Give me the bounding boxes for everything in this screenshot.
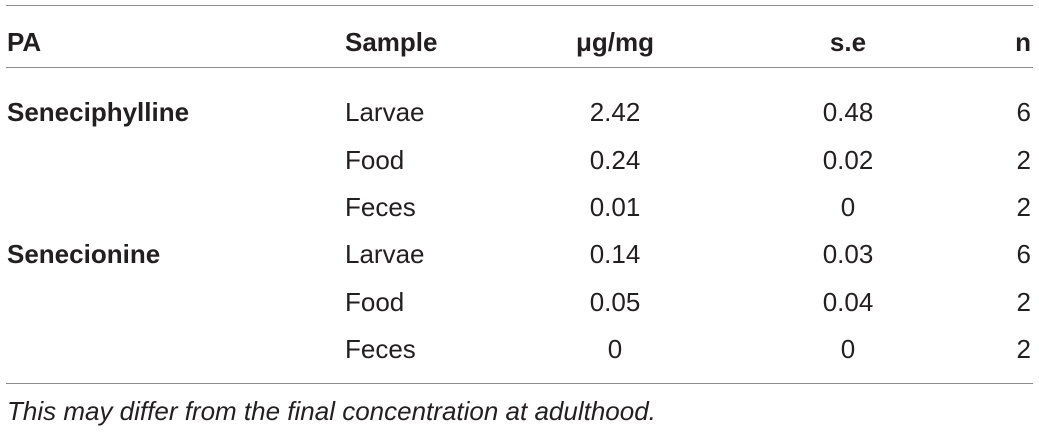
table-cell-n: 6 — [1016, 97, 1031, 127]
table-cell-sample: Feces — [345, 192, 416, 222]
table-cell-n: 2 — [1016, 334, 1031, 364]
table-cell-n: 2 — [1016, 287, 1031, 317]
table-cell-sample: Feces — [345, 334, 416, 364]
header-n: n — [1015, 27, 1031, 57]
table-top-rule — [6, 5, 1033, 6]
table-cell-n: 2 — [1016, 145, 1031, 175]
table-cell-sample: Larvae — [345, 239, 425, 269]
table-cell-sample: Food — [345, 287, 405, 317]
pa-name: Seneciphylline — [7, 97, 190, 127]
table-cell-n: 6 — [1016, 239, 1031, 269]
header-rule — [6, 67, 1033, 68]
header-sample: Sample — [345, 27, 438, 57]
header-pa: PA — [7, 27, 42, 57]
table-cell-n: 2 — [1016, 192, 1031, 222]
pa-name: Senecionine — [7, 239, 161, 269]
table-cell-sample: Larvae — [345, 97, 425, 127]
table-cell-sample: Food — [345, 145, 405, 175]
table-footnote: This may differ from the final concentra… — [7, 396, 656, 426]
table-bottom-rule — [6, 383, 1033, 384]
